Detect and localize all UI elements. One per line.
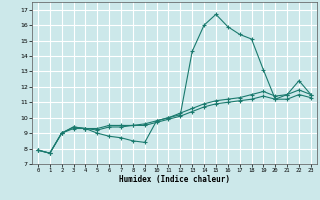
X-axis label: Humidex (Indice chaleur): Humidex (Indice chaleur) xyxy=(119,175,230,184)
